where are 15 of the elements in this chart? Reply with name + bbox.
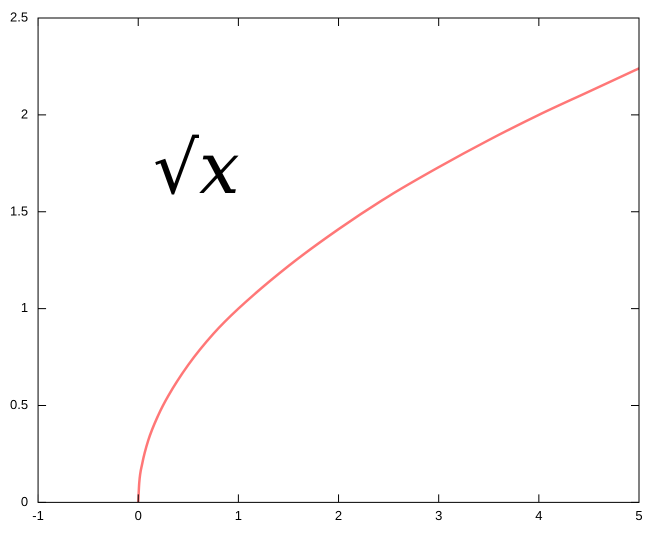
y-tick-label: 2.5 (10, 10, 28, 25)
y-tick-label: 1 (20, 300, 28, 316)
x-tick-label: 5 (635, 508, 643, 523)
y-tick-label: 0 (20, 494, 28, 509)
x-tick-label: 1 (234, 508, 242, 523)
x-tick-label: 3 (435, 508, 442, 523)
x-tick-label: 0 (134, 508, 142, 523)
y-tick-label: 1.5 (10, 203, 28, 218)
x-tick-label: -1 (32, 508, 44, 523)
y-tick-label: 0.5 (10, 397, 28, 412)
x-tick-label: 2 (334, 508, 342, 523)
y-tick-label: 2 (20, 106, 28, 122)
annotation: √x (153, 126, 240, 210)
x-tick-label: 4 (535, 508, 542, 523)
line-series (136, 67, 639, 502)
